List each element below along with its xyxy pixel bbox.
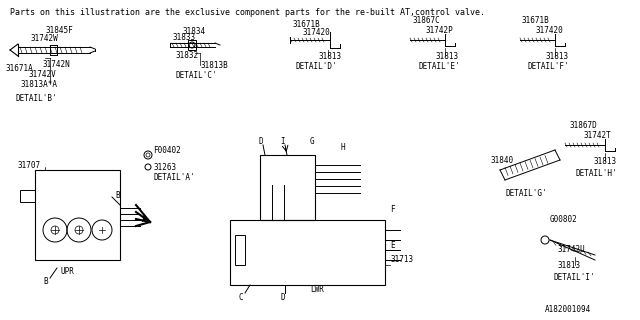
- Text: D: D: [258, 137, 262, 146]
- Bar: [20, 190, 35, 202]
- Text: 31813: 31813: [318, 52, 341, 60]
- Text: F00402: F00402: [153, 146, 180, 155]
- Text: I: I: [280, 137, 285, 146]
- Text: DETAIL'B': DETAIL'B': [15, 93, 56, 102]
- Text: 31671A: 31671A: [5, 63, 33, 73]
- Text: 31833: 31833: [172, 33, 195, 42]
- Text: 31813: 31813: [593, 156, 616, 165]
- Text: 31813: 31813: [545, 52, 568, 60]
- Bar: [235, 235, 245, 265]
- Text: F: F: [390, 205, 395, 214]
- Text: DETAIL'C': DETAIL'C': [175, 70, 216, 79]
- Bar: [260, 155, 315, 220]
- Text: 31813: 31813: [435, 52, 458, 60]
- Bar: [230, 220, 385, 285]
- Text: B: B: [43, 277, 47, 286]
- Text: DETAIL'G': DETAIL'G': [505, 188, 547, 197]
- Text: 31867D: 31867D: [570, 121, 598, 130]
- Text: 31742P: 31742P: [425, 26, 452, 35]
- Text: 31671B: 31671B: [522, 15, 550, 25]
- Text: 31840: 31840: [490, 156, 513, 164]
- Text: DETAIL'E': DETAIL'E': [418, 61, 460, 70]
- Text: 31263: 31263: [153, 163, 176, 172]
- Text: DETAIL'I': DETAIL'I': [553, 273, 595, 282]
- Text: 31742V: 31742V: [28, 69, 56, 78]
- Text: Parts on this illustration are the exclusive component parts for the re-built AT: Parts on this illustration are the exclu…: [10, 7, 485, 17]
- Text: E: E: [390, 241, 395, 250]
- Text: 31813: 31813: [557, 260, 580, 269]
- Text: 31832: 31832: [175, 51, 198, 60]
- Text: G00802: G00802: [550, 215, 578, 225]
- Text: 317420: 317420: [302, 28, 330, 36]
- Text: 31834: 31834: [182, 27, 205, 36]
- Text: 31813B: 31813B: [200, 60, 228, 69]
- Text: 31742W: 31742W: [30, 34, 58, 43]
- Bar: [35, 170, 120, 260]
- Text: H: H: [340, 142, 344, 151]
- Text: 31845F: 31845F: [45, 26, 73, 35]
- Text: 31867C: 31867C: [412, 15, 440, 25]
- Text: 31707: 31707: [17, 161, 40, 170]
- Text: 31742N: 31742N: [42, 60, 70, 68]
- Text: 317420: 317420: [535, 26, 563, 35]
- Text: LWR: LWR: [310, 285, 324, 294]
- Text: 31813A*A: 31813A*A: [20, 79, 57, 89]
- Text: DETAIL'D': DETAIL'D': [295, 61, 337, 70]
- Text: 31742T: 31742T: [583, 131, 611, 140]
- Text: 31742U: 31742U: [557, 245, 585, 254]
- Text: D: D: [280, 292, 285, 301]
- Text: A: A: [142, 215, 147, 225]
- Text: DETAIL'A': DETAIL'A': [153, 172, 195, 181]
- Text: UPR: UPR: [60, 268, 74, 276]
- Text: 31713: 31713: [390, 255, 413, 265]
- Bar: [188, 40, 196, 50]
- Text: 31671B: 31671B: [292, 20, 320, 28]
- Text: DETAIL'F': DETAIL'F': [528, 61, 570, 70]
- Text: G: G: [310, 137, 315, 146]
- Text: B: B: [115, 190, 120, 199]
- Text: DETAIL'H': DETAIL'H': [575, 169, 616, 178]
- Text: C: C: [238, 292, 243, 301]
- Text: A182001094: A182001094: [545, 306, 591, 315]
